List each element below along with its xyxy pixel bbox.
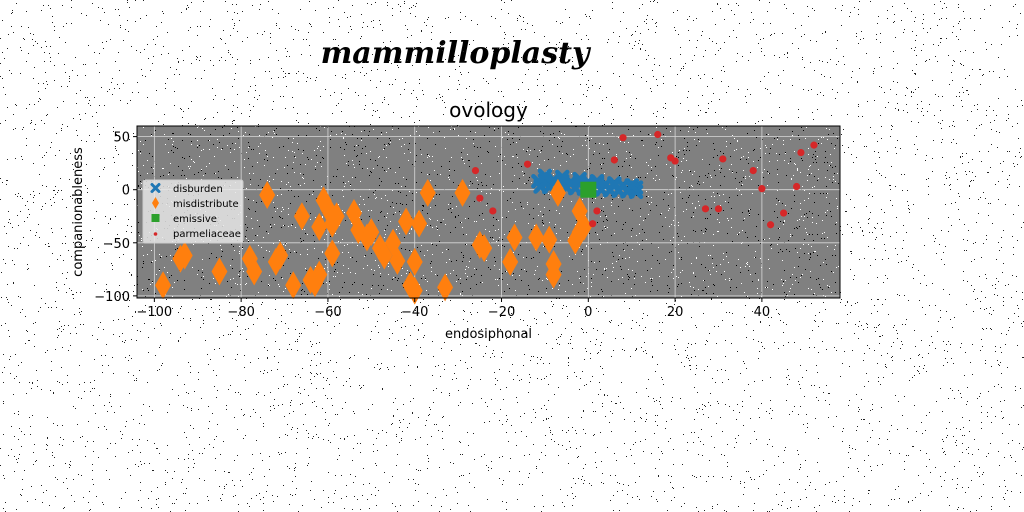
point-misdistribute bbox=[502, 247, 519, 276]
point-parmeliaceae bbox=[489, 207, 497, 215]
legend-label-misdistribute: misdistribute bbox=[173, 199, 239, 210]
point-parmeliaceae bbox=[766, 221, 775, 229]
point-misdistribute bbox=[476, 234, 493, 263]
y-tick-label: 0 bbox=[122, 184, 130, 199]
point-misdistribute bbox=[506, 223, 523, 252]
series-misdistribute bbox=[155, 178, 592, 305]
x-tick-label: −40 bbox=[401, 305, 428, 320]
point-misdistribute bbox=[411, 209, 428, 238]
figure-suptitle: mammilloplasty bbox=[320, 36, 590, 71]
point-parmeliaceae bbox=[758, 185, 766, 193]
point-parmeliaceae bbox=[749, 166, 757, 175]
point-misdistribute bbox=[419, 178, 436, 207]
chart-title: ovology bbox=[449, 98, 528, 122]
x-tick-label: −20 bbox=[488, 305, 515, 320]
x-tick-label: 40 bbox=[754, 305, 771, 320]
x-tick-label: 0 bbox=[584, 305, 592, 320]
y-tick-label: −50 bbox=[103, 237, 130, 252]
axes-frame bbox=[136, 125, 841, 299]
point-misdistribute bbox=[398, 207, 415, 236]
point-parmeliaceae bbox=[589, 220, 597, 228]
x-tick-label: −80 bbox=[227, 305, 254, 320]
point-misdistribute bbox=[363, 218, 380, 247]
point-misdistribute bbox=[545, 260, 562, 289]
legend-marker-emissive bbox=[151, 214, 160, 222]
legend-label-parmeliaceae: parmeliaceae bbox=[173, 229, 241, 240]
point-parmeliaceae bbox=[610, 156, 618, 164]
point-misdistribute bbox=[549, 178, 566, 207]
point-misdistribute bbox=[259, 181, 276, 210]
point-misdistribute bbox=[437, 273, 454, 302]
x-tick-label: −60 bbox=[314, 305, 341, 320]
legend-label-emissive: emissive bbox=[173, 214, 217, 225]
point-misdistribute bbox=[272, 241, 289, 270]
point-misdistribute bbox=[528, 223, 545, 252]
point-parmeliaceae bbox=[810, 141, 818, 149]
point-misdistribute bbox=[246, 257, 263, 286]
x-axis-label: endosiphonal bbox=[445, 327, 532, 342]
point-parmeliaceae bbox=[593, 207, 601, 215]
point-disburden bbox=[624, 178, 639, 193]
point-misdistribute bbox=[293, 202, 310, 231]
point-misdistribute bbox=[406, 247, 423, 276]
point-parmeliaceae bbox=[619, 134, 627, 142]
point-parmeliaceae bbox=[797, 148, 805, 157]
legend-marker-disburden bbox=[150, 183, 161, 193]
y-tick-label: −100 bbox=[94, 290, 130, 305]
point-misdistribute bbox=[176, 241, 193, 270]
point-parmeliaceae bbox=[654, 130, 662, 139]
point-parmeliaceae bbox=[714, 205, 723, 213]
point-parmeliaceae bbox=[471, 166, 480, 175]
point-parmeliaceae bbox=[779, 209, 788, 217]
point-misdistribute bbox=[311, 212, 328, 241]
point-misdistribute bbox=[324, 239, 341, 268]
point-parmeliaceae bbox=[701, 205, 710, 213]
point-misdistribute bbox=[575, 212, 592, 241]
x-tick-label: −100 bbox=[136, 305, 172, 320]
point-parmeliaceae bbox=[671, 157, 679, 165]
point-parmeliaceae bbox=[719, 155, 727, 163]
point-misdistribute bbox=[328, 202, 345, 231]
point-disburden bbox=[607, 176, 622, 191]
point-disburden bbox=[537, 168, 553, 184]
legend-marker-parmeliaceae bbox=[153, 232, 158, 236]
point-misdistribute bbox=[285, 271, 302, 300]
y-axis-label: companionableness bbox=[71, 147, 86, 277]
legend-marker-misdistribute bbox=[152, 197, 159, 209]
point-misdistribute bbox=[541, 225, 558, 254]
point-parmeliaceae bbox=[793, 182, 801, 191]
point-misdistribute bbox=[311, 260, 328, 289]
point-misdistribute bbox=[211, 257, 228, 286]
point-misdistribute bbox=[454, 178, 471, 207]
series-emissive bbox=[580, 181, 597, 198]
point-parmeliaceae bbox=[523, 160, 532, 168]
legend-label-disburden: disburden bbox=[173, 184, 223, 195]
legend: disburden misdistribute emissive parmeliace… bbox=[142, 179, 244, 244]
series-parmeliaceae bbox=[471, 130, 818, 229]
y-tick-label: 50 bbox=[113, 131, 130, 146]
point-misdistribute bbox=[155, 271, 172, 300]
point-emissive bbox=[580, 181, 597, 198]
point-misdistribute bbox=[389, 246, 406, 275]
plot-area bbox=[155, 130, 818, 305]
point-disburden bbox=[555, 169, 570, 185]
legend-box bbox=[142, 179, 244, 244]
x-tick-label: 20 bbox=[667, 305, 684, 320]
point-parmeliaceae bbox=[476, 194, 484, 202]
